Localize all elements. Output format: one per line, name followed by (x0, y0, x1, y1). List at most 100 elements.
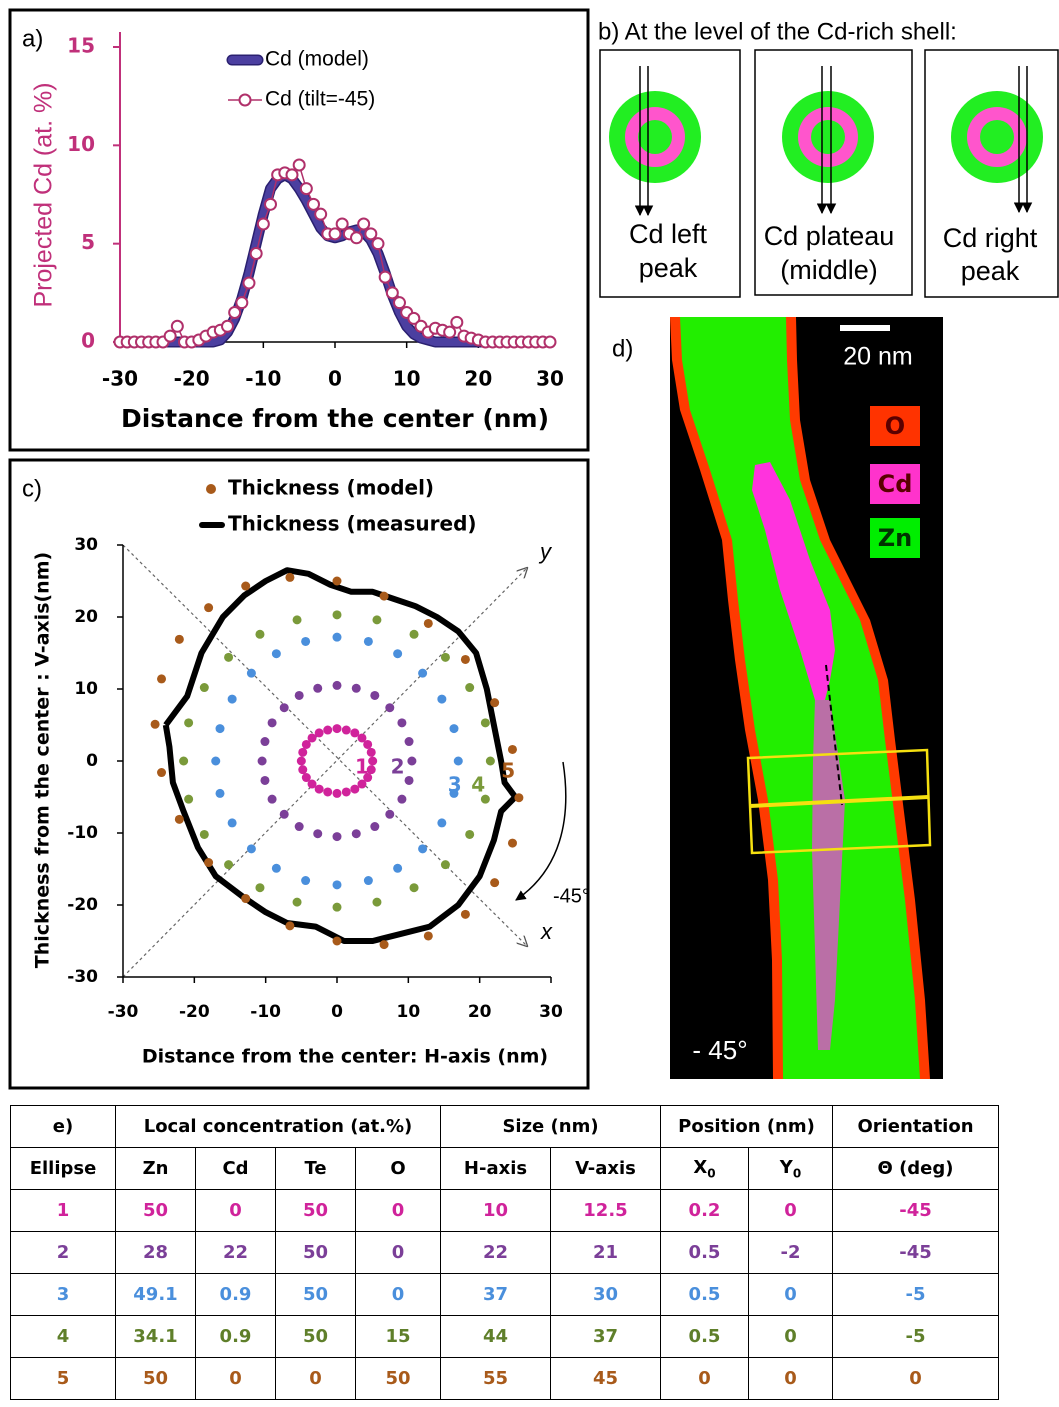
x-tick-label: 0 (331, 1002, 343, 1022)
data-point (307, 733, 317, 743)
data-point (314, 784, 324, 794)
scan-label: Cd plateau (764, 221, 895, 251)
x-tick-label: -30 (102, 367, 138, 391)
data-point (385, 809, 395, 819)
cd-core (812, 700, 845, 1050)
core (811, 120, 845, 154)
annotation: y (538, 539, 553, 564)
y-tick-label: -20 (67, 895, 98, 915)
table-row: Ellipse Zn Cd Te O H-axis V-axis X0 Y0 Θ (deg) (10, 1147, 999, 1190)
table-cell: 37 (550, 1315, 661, 1358)
y-tick-label: 10 (74, 679, 98, 699)
table-cell: 50 (275, 1315, 356, 1358)
scan-label: (middle) (780, 255, 878, 285)
table-cell: 12.5 (550, 1189, 661, 1232)
table-cell: 0 (195, 1357, 276, 1400)
table-cell: 50 (275, 1231, 356, 1274)
data-point (301, 636, 311, 646)
table-cell: 30 (550, 1273, 661, 1316)
data-point (235, 296, 249, 310)
data-point (385, 703, 395, 713)
group-header: Size (nm) (440, 1105, 661, 1148)
data-point (490, 878, 500, 888)
data-point (465, 683, 475, 693)
legend-symbol (206, 484, 216, 494)
scan-diagram: Cd plateau (middle) (754, 49, 913, 296)
data-point (307, 779, 317, 789)
data-point (332, 902, 342, 912)
column-header: O (355, 1147, 441, 1190)
legend-label: O (885, 412, 905, 440)
x-tick-label: -20 (174, 367, 210, 391)
parameter-table: e) Local concentration (at.%) Size (nm) Pos… (10, 1105, 999, 1400)
data-point (393, 649, 403, 659)
table-cell: 5 (10, 1357, 116, 1400)
data-point (255, 629, 265, 639)
data-point (184, 718, 194, 728)
data-point (150, 719, 160, 729)
data-point (370, 690, 380, 700)
data-point (267, 718, 277, 728)
data-point (404, 775, 414, 785)
legend-label: Cd (tilt=-45) (265, 88, 375, 111)
data-point (332, 788, 342, 798)
x-axis-title: Distance from the center: H-axis (nm) (142, 1046, 548, 1068)
column-header: H-axis (440, 1147, 551, 1190)
data-point (332, 680, 342, 690)
data-point (385, 286, 399, 300)
table-cell: 0 (275, 1357, 356, 1400)
data-point (199, 683, 209, 693)
data-point (294, 690, 304, 700)
x-tick-label: 20 (464, 367, 492, 391)
table-cell: 49.1 (115, 1273, 196, 1316)
table-cell: 22 (440, 1231, 551, 1274)
legend-label: Cd (model) (265, 48, 369, 71)
profile-box (749, 795, 929, 808)
figure-panels: a) c) b) At the level of the Cd-rich she… (8, 8, 1059, 1090)
annotation: -45° (553, 885, 590, 907)
data-point (204, 603, 214, 613)
table-cell: 0 (355, 1189, 441, 1232)
data-point (174, 634, 184, 644)
series-line (120, 169, 550, 348)
table-cell: 21 (550, 1231, 661, 1274)
data-point (351, 829, 361, 839)
data-point (307, 197, 320, 211)
table-row: 3 49.1 0.9 50 0 37 30 0.5 0 -5 (10, 1273, 999, 1316)
data-point (450, 315, 464, 329)
data-point (314, 207, 328, 221)
profile-box (746, 748, 932, 855)
scan-diagram: Cd left peak (599, 49, 741, 298)
data-point (514, 793, 524, 803)
table-cell: 0 (748, 1357, 833, 1400)
data-point (440, 652, 450, 662)
data-point (363, 739, 373, 749)
data-point (507, 744, 517, 754)
x-tick-label: 10 (396, 1002, 420, 1022)
scan-label: Cd left (629, 219, 708, 249)
data-point (285, 572, 295, 582)
data-point (332, 576, 342, 586)
data-point (221, 319, 234, 333)
data-point (227, 818, 237, 828)
scale-label: 20 nm (843, 343, 912, 371)
column-header: Y0 (748, 1147, 833, 1190)
data-point (292, 897, 302, 907)
data-point (228, 306, 242, 319)
data-point (443, 325, 457, 339)
table-cell: 0 (748, 1315, 833, 1358)
table-cell: 0.5 (660, 1273, 749, 1316)
data-point (332, 880, 342, 890)
legend-label: Thickness (measured) (228, 512, 477, 536)
legend-label: Zn (878, 524, 913, 552)
data-point (285, 921, 295, 931)
cell-text: X (693, 1156, 708, 1178)
ellipse-label: 5 (501, 758, 515, 782)
table-row: 4 34.1 0.9 50 15 44 37 0.5 0 -5 (10, 1315, 999, 1358)
table-cell: 50 (355, 1357, 441, 1400)
table-cell: 1 (10, 1189, 116, 1232)
box (754, 49, 913, 296)
rotation-arrow (515, 761, 567, 901)
x-tick-label: 20 (468, 1002, 492, 1022)
data-point (465, 829, 475, 839)
